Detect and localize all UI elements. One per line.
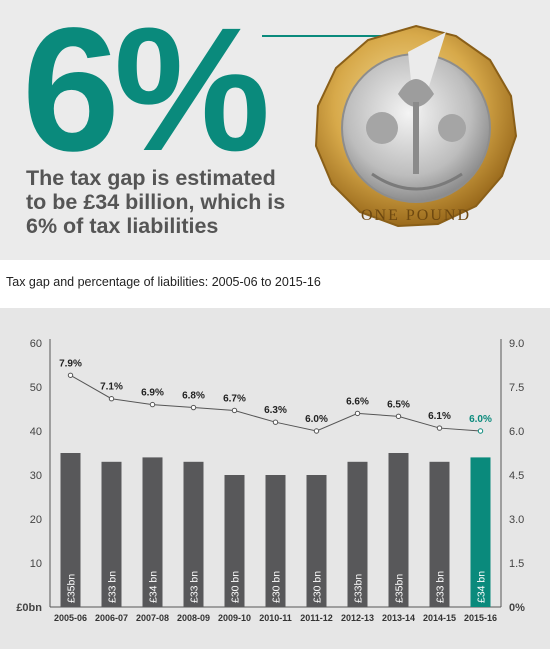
bar-value-label: £35bn (394, 574, 406, 603)
bar-value-label: £34 bn (476, 571, 488, 603)
bar (101, 461, 122, 607)
line-value-label: 6.1% (428, 411, 451, 422)
bar (265, 475, 286, 607)
right-axis-tick: 4.5 (509, 470, 524, 482)
line-point (190, 404, 197, 411)
category-label: 2006-07 (95, 613, 128, 623)
bar-value-label: £30 bn (312, 571, 324, 603)
line-point (395, 413, 402, 420)
pound-coin-icon: ONE POUND (314, 24, 518, 228)
line-value-label: 6.9% (141, 388, 164, 399)
category-label: 2015-16 (464, 613, 497, 623)
line-value-label: 6.8% (182, 391, 205, 402)
bar (60, 453, 81, 607)
hero-headline: The tax gap is estimated to be £34 billi… (26, 166, 286, 238)
bar (224, 475, 245, 607)
category-label: 2011-12 (300, 613, 333, 623)
line-value-label: 6.7% (223, 393, 246, 404)
right-axis-tick: 0% (509, 602, 525, 614)
left-axis-tick: 20 (30, 514, 42, 526)
line-point (354, 410, 361, 417)
left-axis-tick: 10 (30, 558, 42, 570)
left-axis-tick: 30 (30, 470, 42, 482)
big-percentage: 6% (22, 0, 270, 188)
line-point (108, 396, 115, 402)
line-value-label: 6.3% (264, 405, 287, 416)
line-value-label: 7.1% (100, 382, 123, 393)
line-point (436, 425, 443, 431)
left-axis-tick: 50 (30, 382, 42, 394)
bar (347, 461, 368, 607)
pointer-line (262, 35, 412, 37)
category-label: 2005-06 (54, 613, 87, 623)
tax-gap-chart: £0bn 10 20 30 40 50 60 0% 1.5 3.0 4.5 6.0 7.5 9.0 £35b… (16, 338, 525, 623)
left-axis-tick: £0bn (16, 602, 42, 614)
line-value-label: 6.0% (469, 414, 492, 425)
bar-value-label: £33bn (353, 574, 365, 603)
category-label: 2012-13 (341, 613, 374, 623)
right-axis-tick: 1.5 (509, 558, 524, 570)
category-label: 2014-15 (423, 613, 456, 623)
category-label: 2010-11 (259, 613, 292, 623)
line-value-label: 7.9% (59, 358, 82, 369)
right-axis-tick: 3.0 (509, 514, 524, 526)
bar (388, 453, 409, 607)
coin-legend: ONE POUND (361, 207, 471, 224)
bar (429, 461, 450, 607)
chart-panel: £0bn 10 20 30 40 50 60 0% 1.5 3.0 4.5 6.0 7.5 9.0 £35b… (0, 308, 550, 649)
category-label: 2009-10 (218, 613, 251, 623)
line-value-label: 6.6% (346, 396, 369, 407)
left-axis-tick: 60 (30, 338, 42, 350)
bar-value-label: £30 bn (230, 571, 242, 603)
category-label: 2007-08 (136, 613, 169, 623)
right-axis-tick: 6.0 (509, 426, 524, 438)
line-point (272, 419, 279, 425)
bar (142, 457, 163, 607)
line-point (149, 401, 156, 408)
line-point (313, 428, 320, 434)
bar-value-label: £30 bn (271, 571, 283, 603)
line-value-label: 6.5% (387, 399, 410, 410)
line-point (231, 407, 238, 414)
bar-value-label: £35bn (66, 574, 78, 603)
line-value-label: 6.0% (305, 414, 328, 425)
hero-banner: 6% The tax gap is estimated to be £34 bi… (0, 0, 550, 260)
right-axis-tick: 7.5 (509, 382, 524, 394)
bar (470, 457, 491, 607)
category-label: 2008-09 (177, 613, 210, 623)
category-label: 2013-14 (382, 613, 415, 623)
line-point (477, 428, 484, 434)
bar-value-label: £34 bn (148, 571, 160, 603)
bar (183, 461, 204, 607)
bar-value-label: £33 bn (189, 571, 201, 603)
left-axis-tick: 40 (30, 426, 42, 438)
line-point (67, 372, 74, 378)
right-axis-tick: 9.0 (509, 338, 524, 350)
bar-value-label: £33 bn (107, 571, 119, 603)
bar (306, 475, 327, 607)
bar-value-label: £33 bn (435, 571, 447, 603)
chart-subtitle: Tax gap and percentage of liabilities: 2… (6, 275, 321, 289)
